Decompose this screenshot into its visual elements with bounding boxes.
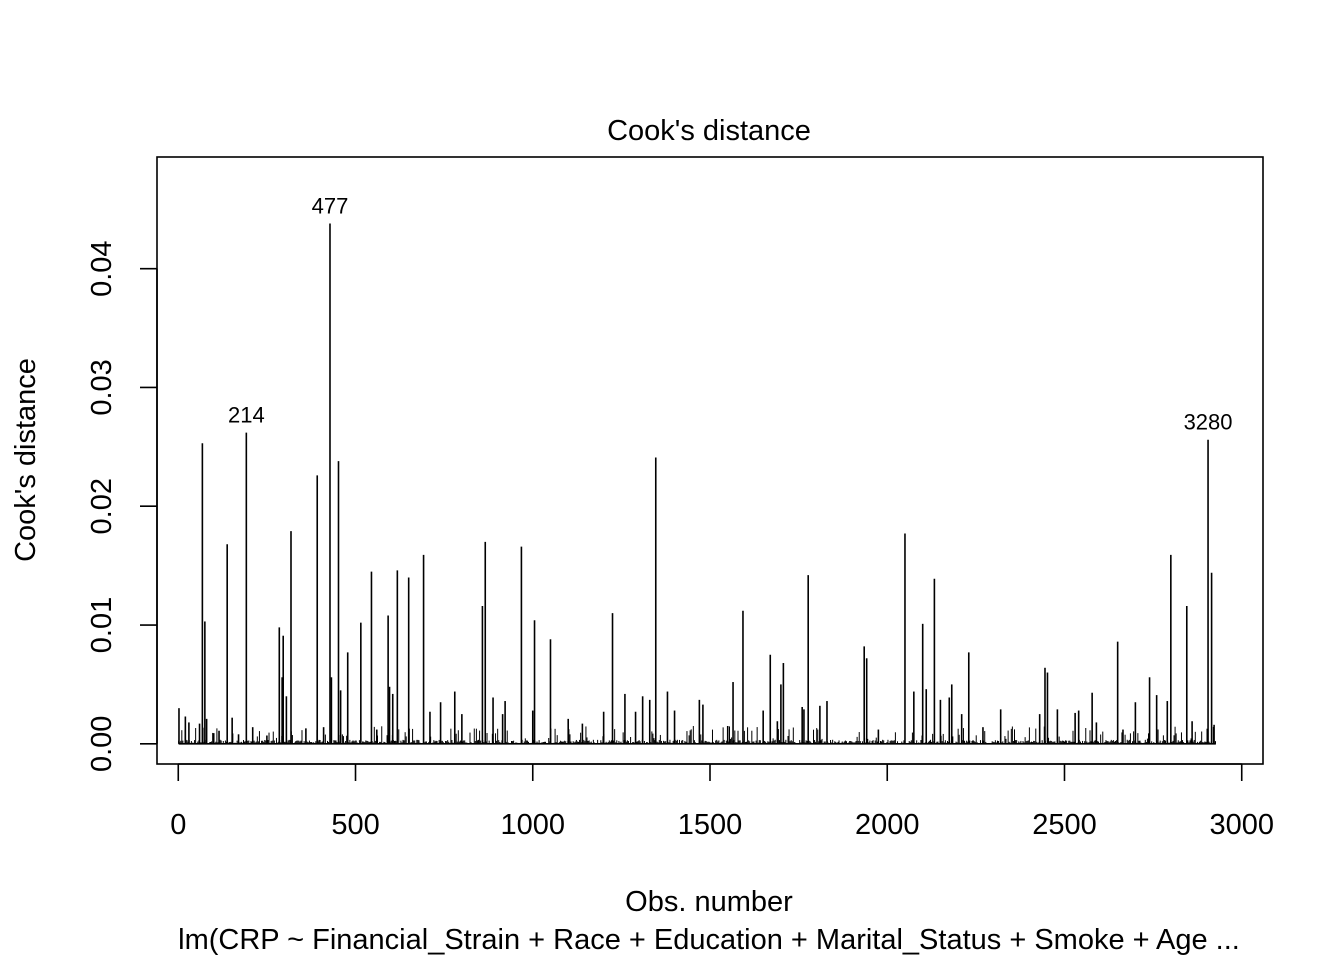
obs-annotation-label: 477	[312, 194, 349, 219]
x-tick-label: 0	[170, 809, 186, 841]
x-tick-label: 2000	[855, 809, 920, 841]
annotation-labels: 214 477 3280	[228, 194, 1233, 435]
plot-frame	[156, 156, 1264, 765]
spike-series	[178, 223, 1216, 745]
chart-title: Cook's distance	[607, 115, 811, 147]
y-axis: 0.00 0.01 0.02 0.03 0.04	[86, 240, 158, 772]
x-tick-label: 2500	[1032, 809, 1097, 841]
obs-annotation-label: 214	[228, 403, 265, 428]
x-tick-label: 3000	[1209, 809, 1274, 841]
y-tick-label: 0.00	[86, 716, 118, 772]
x-tick-label: 1000	[500, 809, 565, 841]
y-tick-label: 0.03	[86, 359, 118, 415]
obs-annotation-label: 3280	[1184, 410, 1233, 435]
y-tick-label: 0.02	[86, 478, 118, 534]
x-tick-label: 1500	[678, 809, 743, 841]
x-axis: 0 500 1000 1500 2000 2500 3000	[170, 763, 1274, 841]
model-formula-subtitle: lm(CRP ~ Financial_Strain + Race + Educa…	[178, 924, 1240, 956]
y-axis-label: Cook's distance	[10, 358, 42, 562]
y-tick-label: 0.01	[86, 597, 118, 653]
x-tick-label: 500	[331, 809, 379, 841]
x-axis-label: Obs. number	[625, 886, 793, 918]
y-tick-label: 0.04	[86, 240, 118, 296]
